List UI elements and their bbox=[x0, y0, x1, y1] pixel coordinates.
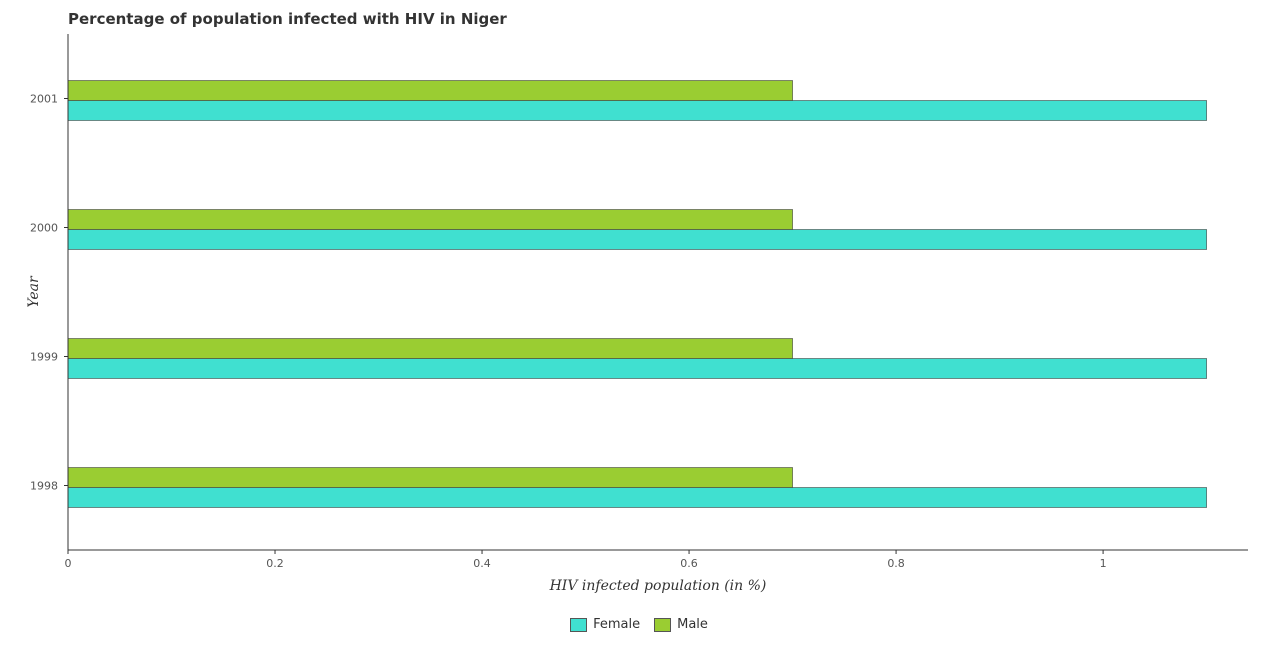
legend-swatch-female bbox=[570, 617, 588, 632]
axes-group: 1998 1999 2000 2001 0 0.2 0.4 0.6 0.8 1 bbox=[30, 34, 1248, 570]
y-tick-label-2000: 2000 bbox=[30, 222, 58, 235]
bar-female-2000 bbox=[67, 229, 1207, 250]
bar-male-2000 bbox=[67, 209, 793, 230]
x-tick-label-0.2: 0.2 bbox=[266, 557, 284, 570]
bars-group bbox=[67, 80, 1207, 508]
legend-item-male: Male bbox=[654, 617, 708, 632]
y-axis-title: Year bbox=[26, 275, 42, 308]
x-axis-title: HIV infected population (in %) bbox=[549, 578, 767, 594]
x-tick-label-0.6: 0.6 bbox=[680, 557, 698, 570]
y-tick-label-2001: 2001 bbox=[30, 93, 58, 106]
y-tick-label-1999: 1999 bbox=[30, 351, 58, 364]
legend-label-female: Female bbox=[593, 617, 641, 632]
x-tick-label-0: 0 bbox=[65, 557, 72, 570]
x-tick-label-0.8: 0.8 bbox=[887, 557, 905, 570]
y-tick-label-1998: 1998 bbox=[30, 480, 58, 493]
bar-male-2001 bbox=[67, 80, 793, 101]
bar-female-1999 bbox=[67, 358, 1207, 379]
bar-chart: 1998 1999 2000 2001 0 0.2 0.4 0.6 0.8 1 HIV infec… bbox=[26, 34, 1248, 594]
x-tick-label-0.4: 0.4 bbox=[473, 557, 491, 570]
bar-male-1999 bbox=[67, 338, 793, 359]
bar-female-1998 bbox=[67, 487, 1207, 508]
legend-item-female: Female bbox=[570, 617, 640, 632]
bar-female-2001 bbox=[67, 100, 1207, 121]
legend-label-male: Male bbox=[677, 617, 708, 632]
x-tick-label-1: 1 bbox=[1100, 557, 1107, 570]
legend: Female Male bbox=[0, 617, 1278, 632]
bar-male-1998 bbox=[67, 467, 793, 488]
legend-swatch-male bbox=[654, 617, 672, 632]
chart-title: Percentage of population infected with H… bbox=[68, 10, 507, 28]
